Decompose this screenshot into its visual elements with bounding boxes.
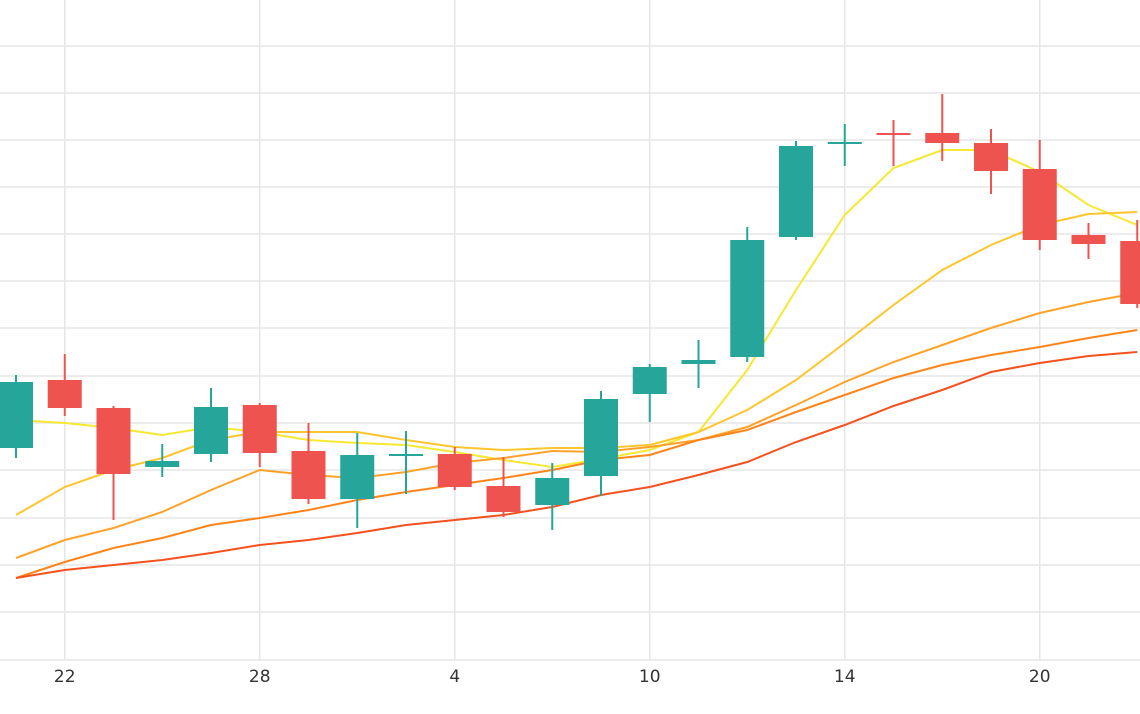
x-tick-label: 10: [639, 667, 661, 687]
candle-body: [925, 133, 960, 143]
candle-body: [730, 240, 765, 357]
moving-average-line: [15, 292, 1138, 559]
candle-body: [340, 455, 375, 499]
moving-average-line: [15, 329, 1138, 579]
candle-body: [1071, 235, 1106, 244]
candle-body: [145, 461, 180, 467]
candle-body: [779, 146, 813, 237]
candle-body: [486, 486, 521, 512]
grid: [0, 0, 1140, 661]
candle-body: [47, 380, 82, 408]
x-tick-label: 4: [449, 667, 460, 687]
x-axis: 22 28 4 10 14 20: [54, 667, 1051, 687]
plot-area: [0, 94, 1140, 579]
candle-body: [584, 399, 618, 476]
candle-body: [96, 408, 131, 474]
x-tick-label: 22: [54, 667, 76, 687]
candle-body: [242, 405, 277, 453]
candle-body: [681, 360, 716, 364]
candle-body: [535, 478, 570, 505]
moving-average-line: [15, 149, 1138, 469]
candle-body: [632, 367, 667, 394]
candle-body: [1120, 241, 1140, 304]
moving-average-line: [15, 351, 1138, 579]
candle-body: [389, 454, 423, 456]
x-tick-label: 14: [834, 667, 856, 687]
x-tick-label: 28: [249, 667, 271, 687]
candle-body: [194, 407, 228, 454]
candle-body: [876, 133, 911, 135]
candle-body: [974, 143, 1008, 171]
candle-body: [827, 142, 862, 144]
x-tick-label: 20: [1029, 667, 1051, 687]
candle-body: [0, 382, 33, 448]
candle-body: [437, 454, 472, 487]
candle-body: [291, 451, 326, 499]
candle-body: [1022, 169, 1057, 240]
